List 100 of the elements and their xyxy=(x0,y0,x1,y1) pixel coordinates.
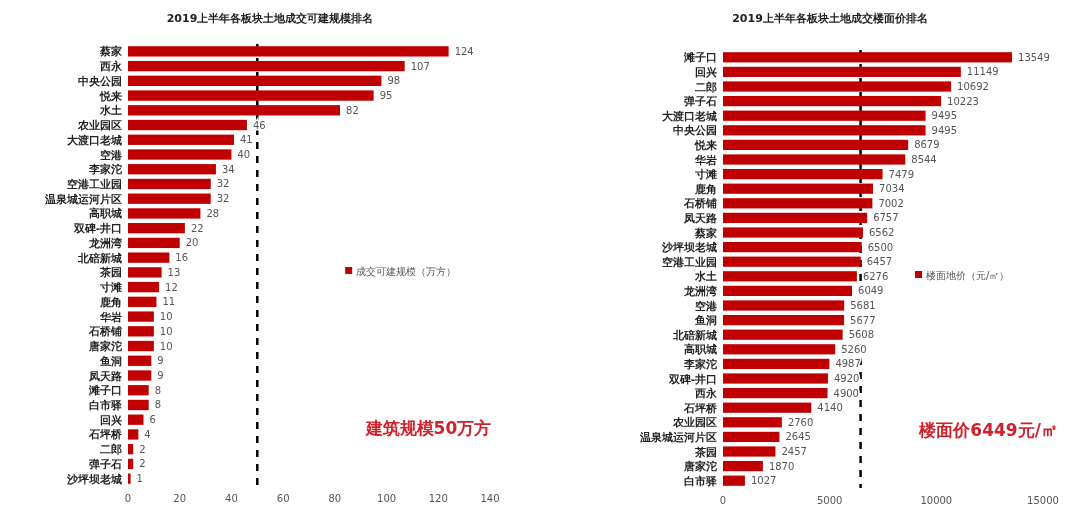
bar xyxy=(128,60,405,72)
y-tick-label: 茶园 xyxy=(694,445,717,458)
y-tick-label: 回兴 xyxy=(100,413,122,427)
y-tick-label: 中央公园 xyxy=(78,74,122,87)
data-label: 32 xyxy=(216,178,230,190)
data-label: 82 xyxy=(346,104,359,116)
bar xyxy=(128,429,139,440)
y-tick-label: 寸滩 xyxy=(694,168,717,181)
bar xyxy=(723,373,828,384)
bar xyxy=(723,314,845,326)
bar xyxy=(723,125,926,136)
y-tick-label: 农业园区 xyxy=(77,119,122,132)
bar xyxy=(723,300,845,311)
bar xyxy=(128,178,211,190)
x-tick-label: 140 xyxy=(480,493,500,504)
data-label: 7034 xyxy=(879,183,905,195)
data-label: 6757 xyxy=(873,212,899,224)
y-tick-label: 西永 xyxy=(694,387,718,400)
y-tick-label: 龙洲湾 xyxy=(88,236,122,249)
data-label: 6562 xyxy=(868,227,895,238)
x-tick-label: 60 xyxy=(276,493,290,504)
data-label: 6276 xyxy=(862,270,889,282)
y-tick-label: 寸滩 xyxy=(99,281,122,294)
data-label: 4140 xyxy=(817,402,843,414)
x-tick-label: 40 xyxy=(225,493,238,504)
data-label: 11149 xyxy=(966,66,999,78)
bar xyxy=(723,358,830,370)
y-tick-label: 石坪桥 xyxy=(683,401,718,414)
data-label: 28 xyxy=(206,207,220,219)
bar xyxy=(128,90,374,101)
bar xyxy=(723,475,745,486)
bar xyxy=(128,444,134,455)
bar xyxy=(723,198,873,209)
y-tick-label: 二郎 xyxy=(695,80,717,93)
y-tick-label: 大渡口老城 xyxy=(662,109,717,122)
y-tick-label: 鱼洞 xyxy=(99,354,122,367)
y-tick-label: 北碚新城 xyxy=(77,251,122,264)
y-tick-label: 西永 xyxy=(99,60,123,73)
annotation: 建筑规模50万方 xyxy=(363,418,492,438)
y-tick-label: 水土 xyxy=(694,270,717,283)
data-label: 13549 xyxy=(1018,51,1050,63)
data-label: 9495 xyxy=(931,124,958,136)
y-tick-label: 华岩 xyxy=(99,310,122,323)
bar xyxy=(723,227,863,238)
legend-label: 楼面地价（元/㎡） xyxy=(926,269,1010,281)
y-tick-label: 空港工业园 xyxy=(67,177,122,190)
bar xyxy=(128,340,154,352)
bar xyxy=(723,329,843,340)
data-label: 9 xyxy=(157,355,164,367)
bar xyxy=(723,66,961,78)
y-tick-label: 悦来 xyxy=(694,138,717,151)
bar xyxy=(128,119,247,131)
data-label: 10 xyxy=(159,311,173,323)
y-tick-label: 高职城 xyxy=(89,207,122,220)
y-tick-label: 双碑-井口 xyxy=(667,372,717,385)
bar xyxy=(723,241,862,253)
data-label: 11 xyxy=(162,296,176,308)
y-tick-label: 龙洲湾 xyxy=(683,284,717,297)
bar xyxy=(723,402,812,413)
y-tick-label: 二郎 xyxy=(100,443,122,456)
bar xyxy=(128,105,341,116)
y-tick-label: 回兴 xyxy=(695,65,717,79)
bar xyxy=(723,81,952,92)
y-tick-label: 温泉城运河片区 xyxy=(639,430,717,443)
data-label: 34 xyxy=(221,163,235,175)
data-label: 1 xyxy=(136,473,143,485)
data-label: 2645 xyxy=(785,431,811,443)
y-tick-label: 凤天路 xyxy=(683,211,717,224)
x-tick-label: 80 xyxy=(328,493,342,504)
data-label: 2 xyxy=(139,458,146,470)
data-label: 8544 xyxy=(911,154,937,165)
y-tick-label: 农业园区 xyxy=(672,416,717,429)
bar xyxy=(128,370,152,381)
bar xyxy=(128,46,449,57)
y-tick-label: 弹子石 xyxy=(684,95,717,108)
data-label: 5608 xyxy=(848,329,875,341)
x-tick-label: 15000 xyxy=(1027,495,1059,506)
x-tick-label: 100 xyxy=(377,493,397,504)
data-label: 10223 xyxy=(947,95,979,107)
bar xyxy=(128,326,154,337)
data-label: 22 xyxy=(190,222,204,234)
bar xyxy=(723,387,828,399)
data-label: 6 xyxy=(149,414,156,426)
data-label: 10 xyxy=(159,325,173,337)
y-tick-label: 鱼洞 xyxy=(694,314,717,327)
bar xyxy=(128,267,162,278)
y-tick-label: 李家沱 xyxy=(88,163,122,176)
y-tick-label: 石坪桥 xyxy=(88,428,123,441)
data-label: 6500 xyxy=(867,241,894,253)
bar xyxy=(128,399,149,411)
bar xyxy=(128,164,216,175)
x-tick-label: 10000 xyxy=(920,495,953,506)
data-label: 98 xyxy=(387,75,401,87)
data-label: 1870 xyxy=(768,460,795,472)
data-label: 16 xyxy=(175,252,189,264)
bar xyxy=(723,256,861,267)
bar xyxy=(128,252,170,263)
x-tick-label: 5000 xyxy=(816,495,843,506)
bar xyxy=(723,285,853,297)
y-tick-label: 空港 xyxy=(695,299,718,312)
